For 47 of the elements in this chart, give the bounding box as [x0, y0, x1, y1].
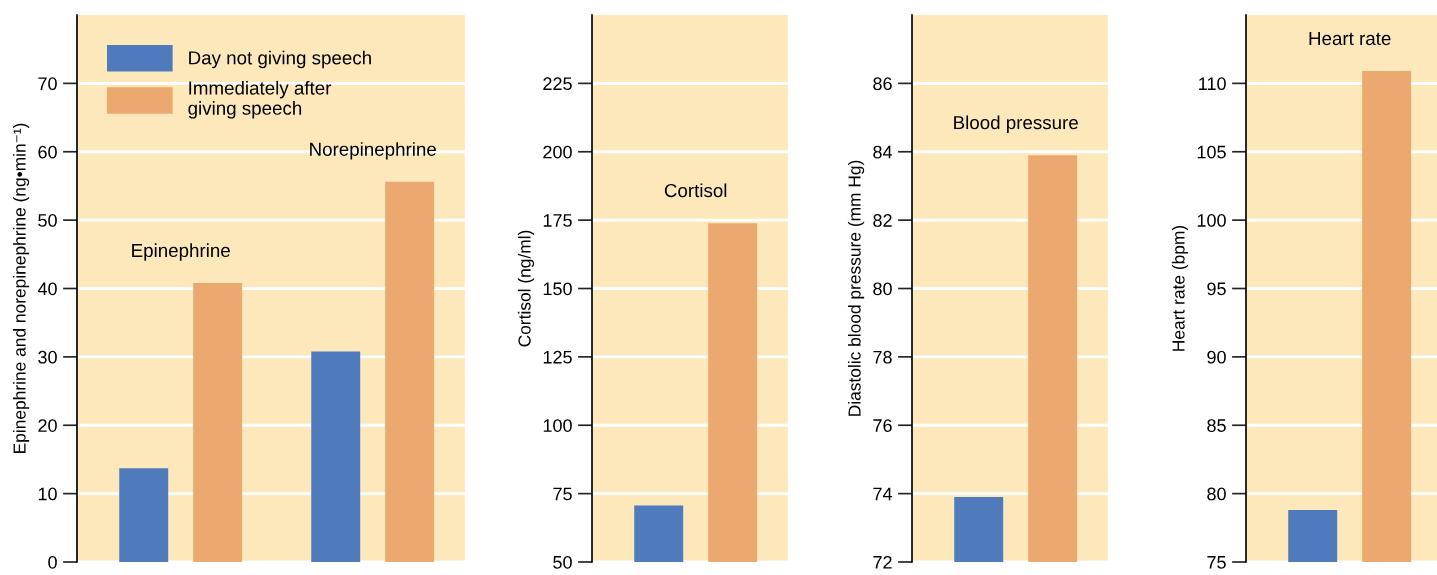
x-tick-label: Epinephrine [132, 243, 230, 261]
x-tick-label: Norepinephrine [310, 142, 436, 160]
y-tick-label: 100 [543, 419, 572, 432]
y-tick-label: 150 [543, 282, 572, 296]
y-tick-label: 76 [873, 419, 892, 432]
y-tick-label: 75 [553, 487, 572, 501]
y-tick-label: 78 [873, 350, 892, 364]
bar [311, 351, 361, 562]
y-tick-label: 82 [873, 214, 892, 227]
x-tick-label: Heart rate [1309, 32, 1391, 46]
y-tick-label: 75 [1207, 556, 1226, 569]
y-tick-label: 0 [48, 555, 57, 569]
y-tick-label: 70 [38, 77, 57, 91]
x-tick-label: Blood pressure [954, 115, 1078, 133]
bar [385, 181, 435, 562]
y-tick-label: 100 [1197, 214, 1226, 227]
y-tick-label: 30 [38, 350, 57, 364]
y-tick-label: 74 [873, 487, 893, 501]
y-tick-label: 50 [553, 555, 572, 569]
y-axis-title: Heart rate (bpm) [1171, 225, 1189, 351]
bar [119, 468, 169, 562]
y-tick-label: 125 [543, 350, 572, 364]
legend-label: Day not giving speech [189, 50, 371, 69]
y-tick-label: 60 [38, 145, 57, 159]
y-tick-label: 10 [38, 487, 57, 501]
bar [193, 283, 243, 562]
x-tick-label: Cortisol [664, 183, 727, 198]
y-tick-label: 80 [1207, 487, 1226, 501]
y-tick-label: 50 [38, 214, 57, 227]
y-tick-label: 200 [543, 145, 572, 159]
y-tick-label: 105 [1197, 145, 1226, 159]
y-tick-label: 84 [873, 145, 893, 159]
y-tick-label: 85 [1207, 419, 1226, 432]
legend-label: Immediately after giving speech [188, 80, 332, 119]
y-tick-label: 86 [873, 77, 892, 91]
y-tick-label: 20 [38, 419, 57, 432]
y-tick-label: 40 [37, 282, 57, 296]
y-axis-title: Epinephrine and norepinephrine (ng•min⁻¹) [12, 123, 30, 453]
y-tick-label: 80 [873, 282, 892, 296]
y-tick-label: 110 [1199, 77, 1226, 91]
y-tick-label: 175 [543, 214, 572, 227]
y-tick-label: 95 [1207, 282, 1226, 296]
y-tick-label: 72 [873, 555, 892, 569]
y-tick-label: 225 [543, 77, 572, 91]
y-tick-label: 90 [1207, 350, 1226, 364]
y-axis-title: Diastolic blood pressure (mm Hg) [847, 160, 865, 416]
y-axis-title: Cortisol (ng/ml) [517, 230, 535, 347]
